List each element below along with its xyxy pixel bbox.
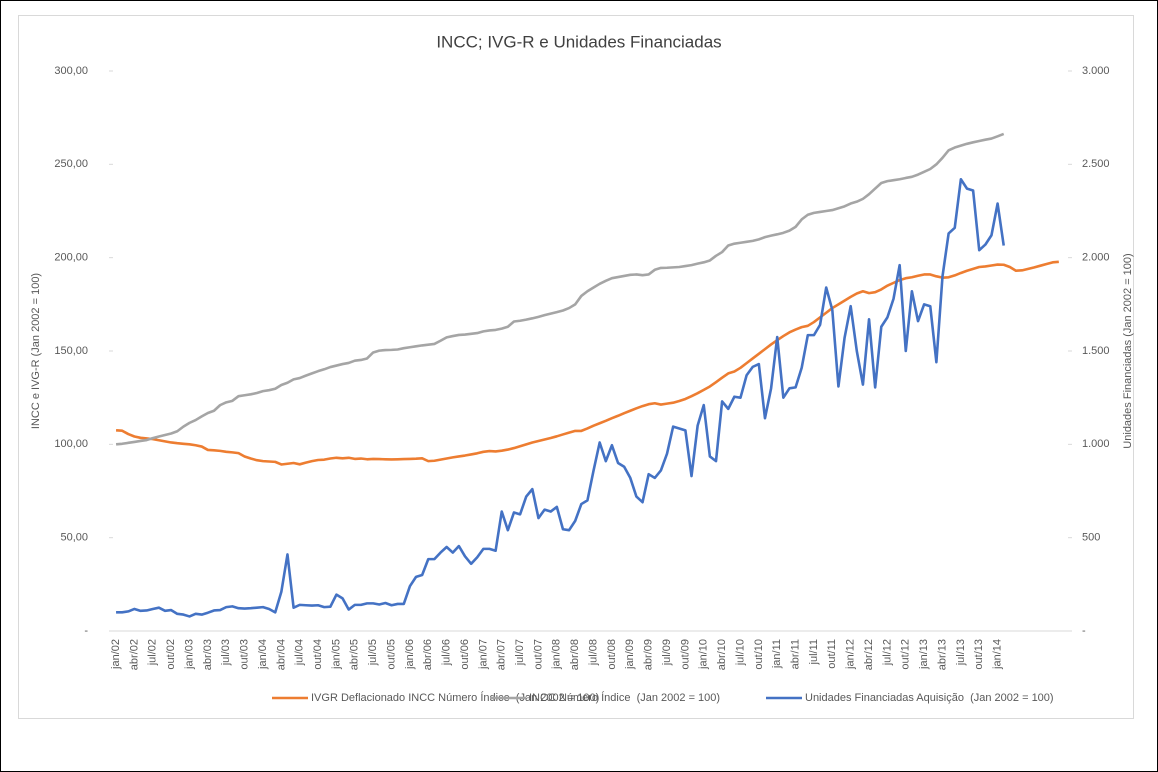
x-tick-label: jan/12 xyxy=(845,639,857,670)
x-tick-label: jul/09 xyxy=(661,639,673,666)
y2-tick-label: 1.500 xyxy=(1082,345,1110,357)
y-tick-label: - xyxy=(84,625,88,637)
x-tick-label: out/09 xyxy=(679,639,691,670)
series-line xyxy=(115,132,1005,446)
x-tick-label: jan/14 xyxy=(992,639,1004,670)
y2-axis-title: Unidades Financiadas (Jan 2002 = 100) xyxy=(1122,253,1134,448)
x-tick-label: jul/10 xyxy=(734,639,746,666)
x-tick-label: jan/03 xyxy=(183,639,195,670)
y-tick-label: 250,00 xyxy=(54,158,88,170)
x-tick-label: jan/07 xyxy=(477,639,489,670)
x-tick-label: jan/06 xyxy=(404,639,416,670)
x-tick-label: abr/09 xyxy=(643,639,655,670)
x-tick-label: out/10 xyxy=(753,639,765,670)
x-tick-label: jan/05 xyxy=(330,639,342,670)
x-tick-label: abr/12 xyxy=(863,639,875,670)
legend-label: INCC Número Índice (Jan 2002 = 100) xyxy=(529,691,720,704)
x-tick-label: out/03 xyxy=(239,639,251,670)
y2-tick-label: 1.000 xyxy=(1082,438,1110,450)
y-tick-label: 100,00 xyxy=(54,438,88,450)
y2-tick-label: 3.000 xyxy=(1082,65,1110,77)
y-tick-label: 200,00 xyxy=(54,252,88,264)
x-tick-label: jan/09 xyxy=(624,639,636,670)
x-tick-label: abr/13 xyxy=(936,639,948,670)
x-tick-label: jan/04 xyxy=(257,639,269,670)
x-tick-label: jul/02 xyxy=(147,639,159,666)
x-tick-label: jan/02 xyxy=(110,639,122,670)
legend-label: IVGR Deflacionado INCC Número Índice (Ja… xyxy=(311,691,599,704)
x-tick-label: jan/10 xyxy=(698,639,710,670)
series-line xyxy=(116,177,1006,618)
y-tick-label: 300,00 xyxy=(54,65,88,77)
x-tick-label: jul/13 xyxy=(955,639,967,666)
x-tick-label: out/12 xyxy=(900,639,912,670)
x-tick-label: jul/07 xyxy=(514,639,526,666)
x-tick-label: out/08 xyxy=(606,639,618,670)
x-tick-label: abr/07 xyxy=(496,639,508,670)
x-tick-label: jul/11 xyxy=(808,639,820,665)
y2-tick-label: 500 xyxy=(1082,532,1100,544)
x-tick-label: abr/08 xyxy=(569,639,581,670)
y2-tick-label: - xyxy=(1082,625,1086,637)
x-tick-label: abr/06 xyxy=(422,639,434,670)
chart-title: INCC; IVG-R e Unidades Financiadas xyxy=(436,32,721,51)
x-tick-label: abr/10 xyxy=(716,639,728,670)
y-axis-title: INCC e IVG-R (Jan 2002 = 100) xyxy=(30,273,42,429)
x-tick-label: out/02 xyxy=(165,639,177,670)
chart-border xyxy=(18,15,1134,719)
x-tick-label: abr/11 xyxy=(789,639,801,669)
x-tick-label: jan/13 xyxy=(918,639,930,670)
x-tick-label: abr/04 xyxy=(275,639,287,670)
y2-tick-label: 2.000 xyxy=(1082,252,1110,264)
x-tick-label: out/13 xyxy=(973,639,985,670)
legend-label: Unidades Financiadas Aquisição (Jan 2002… xyxy=(805,692,1054,704)
x-tick-label: jul/12 xyxy=(881,639,893,666)
x-tick-label: out/06 xyxy=(459,639,471,670)
y-tick-label: 50,00 xyxy=(60,532,88,544)
x-tick-label: jul/04 xyxy=(294,639,306,666)
x-tick-label: out/05 xyxy=(385,639,397,670)
x-tick-label: abr/05 xyxy=(349,639,361,670)
y-tick-label: 150,00 xyxy=(54,345,88,357)
x-tick-label: out/11 xyxy=(826,639,838,669)
x-tick-label: abr/03 xyxy=(202,639,214,670)
x-tick-label: out/04 xyxy=(312,639,324,670)
x-tick-label: jan/08 xyxy=(551,639,563,670)
x-tick-label: abr/02 xyxy=(128,639,140,670)
x-tick-label: jul/03 xyxy=(220,639,232,666)
x-tick-label: jan/11 xyxy=(771,639,783,669)
x-tick-label: jul/05 xyxy=(367,639,379,666)
x-tick-label: jul/06 xyxy=(441,639,453,666)
x-tick-label: jul/08 xyxy=(587,639,599,666)
y2-tick-label: 2.500 xyxy=(1082,158,1110,170)
x-tick-label: out/07 xyxy=(532,639,544,670)
